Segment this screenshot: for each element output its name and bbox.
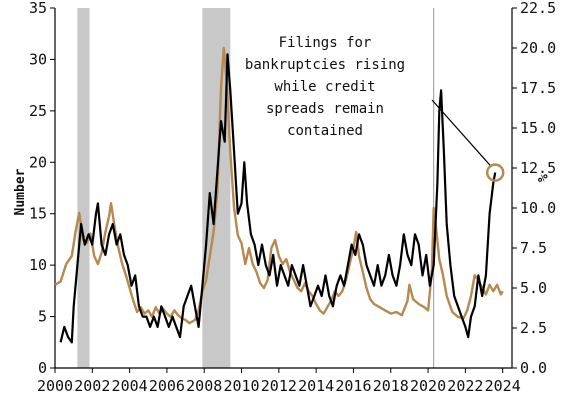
x-tick-label-10: 2020 (410, 377, 446, 395)
annotation-line-3: spreads remain (266, 101, 384, 117)
right-tick-label-0: 0.0 (520, 359, 547, 377)
x-tick-label-7: 2014 (298, 377, 334, 395)
left-tick-label-0: 0 (38, 359, 47, 377)
right-tick-label-1: 2.5 (520, 319, 547, 337)
x-tick-label-6: 2012 (261, 377, 297, 395)
right-axis-title: % (534, 174, 549, 182)
right-tick-label-8: 20.0 (520, 39, 556, 57)
x-tick-label-9: 2018 (373, 377, 409, 395)
right-tick-label-3: 7.5 (520, 239, 547, 257)
left-tick-label-5: 25 (29, 102, 47, 120)
x-tick-label-3: 2006 (149, 377, 185, 395)
x-tick-label-5: 2010 (223, 377, 259, 395)
annotation-line-0: Filings for (279, 35, 372, 51)
series-line-bankruptcies (59, 53, 497, 344)
right-tick-label-9: 22.5 (520, 0, 556, 17)
left-tick-label-4: 20 (29, 153, 47, 171)
right-tick-label-2: 5.0 (520, 279, 547, 297)
annotation: Filings for bankruptcies rising while cred… (245, 35, 505, 182)
x-tick-label-1: 2002 (74, 377, 110, 395)
left-tick-label-2: 10 (29, 256, 47, 274)
left-tick-label-1: 5 (38, 308, 47, 326)
series-lines (54, 46, 504, 344)
x-tick-label-2: 2004 (112, 377, 148, 395)
left-axis-title: Number (13, 168, 28, 215)
left-tick-label-3: 15 (29, 205, 47, 223)
x-tick-label-0: 2000 (37, 377, 73, 395)
right-tick-label-5: 12.5 (520, 159, 556, 177)
left-axis: 0 5 10 15 20 25 30 35 (29, 0, 55, 377)
x-axis: 2000 2002 2004 2006 2008 2010 2012 2014 2016 2018… (37, 368, 521, 395)
x-tick-label-11: 2022 (447, 377, 483, 395)
x-tick-label-4: 2008 (186, 377, 222, 395)
right-tick-label-4: 10.0 (520, 199, 556, 217)
annotation-line-2: while credit (274, 79, 375, 95)
left-tick-label-7: 35 (29, 0, 47, 17)
x-tick-label-12: 2024 (485, 377, 521, 395)
left-tick-label-6: 30 (29, 50, 47, 68)
right-tick-label-6: 15.0 (520, 119, 556, 137)
annotation-arrow-line (431, 99, 492, 167)
x-tick-label-8: 2016 (335, 377, 371, 395)
annotation-line-4: contained (287, 123, 363, 139)
right-tick-label-7: 17.5 (520, 79, 556, 97)
annotation-line-1: bankruptcies rising (245, 57, 405, 73)
recession-band-0 (77, 8, 90, 368)
annotation-highlight-circle (485, 163, 505, 182)
plot-frame (54, 8, 513, 369)
right-axis: 0.0 2.5 5.0 7.5 10.0 12.5 15.0 17.5 20.0 22.5 (512, 0, 556, 377)
